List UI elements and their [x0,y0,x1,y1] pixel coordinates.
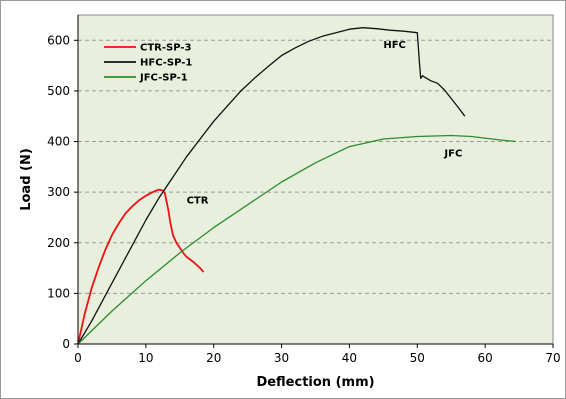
y-axis-label: Load (N) [19,148,34,211]
tick-labels: 0 10 20 30 40 50 60 70 0 100 200 300 400 500 600 [47,33,561,365]
y-tick-label: 0 [62,337,70,351]
legend-entry: JFC-SP-1 [139,73,188,84]
x-axis-label: Deflection (mm) [256,375,374,390]
legend-entry: HFC-SP-1 [140,58,192,69]
legend-entry: CTR-SP-3 [140,43,192,54]
y-tick-label: 300 [47,185,70,199]
x-tick-label: 10 [138,351,153,365]
annotation-label: CTR [187,195,209,206]
annotation-label: HFC [383,40,406,51]
x-tick-label: 50 [410,351,425,365]
x-tick-label: 0 [74,351,82,365]
x-tick-label: 40 [342,351,357,365]
annotation-label: JFC [443,149,462,160]
annotations: CTR HFC JFC [187,40,463,206]
y-tick-label: 500 [47,84,70,98]
plot-area [77,14,554,345]
y-tick-label: 400 [47,135,70,149]
x-tick-label: 30 [274,351,289,365]
y-tick-label: 200 [47,236,70,250]
grid-lines [78,39,553,294]
x-tick-label: 70 [545,351,560,365]
series-line-hfc-sp-1 [77,27,466,345]
axes [77,15,553,345]
legend: CTR-SP-3 HFC-SP-1 JFC-SP-1 [104,43,192,84]
x-tick-label: 20 [206,351,221,365]
x-tick-label: 60 [478,351,493,365]
series-layer [77,27,516,345]
series-line-ctr-sp-3 [77,188,205,345]
series-line-jfc-sp-1 [77,134,516,345]
y-tick-label: 600 [47,33,70,47]
y-tick-label: 100 [47,286,70,300]
